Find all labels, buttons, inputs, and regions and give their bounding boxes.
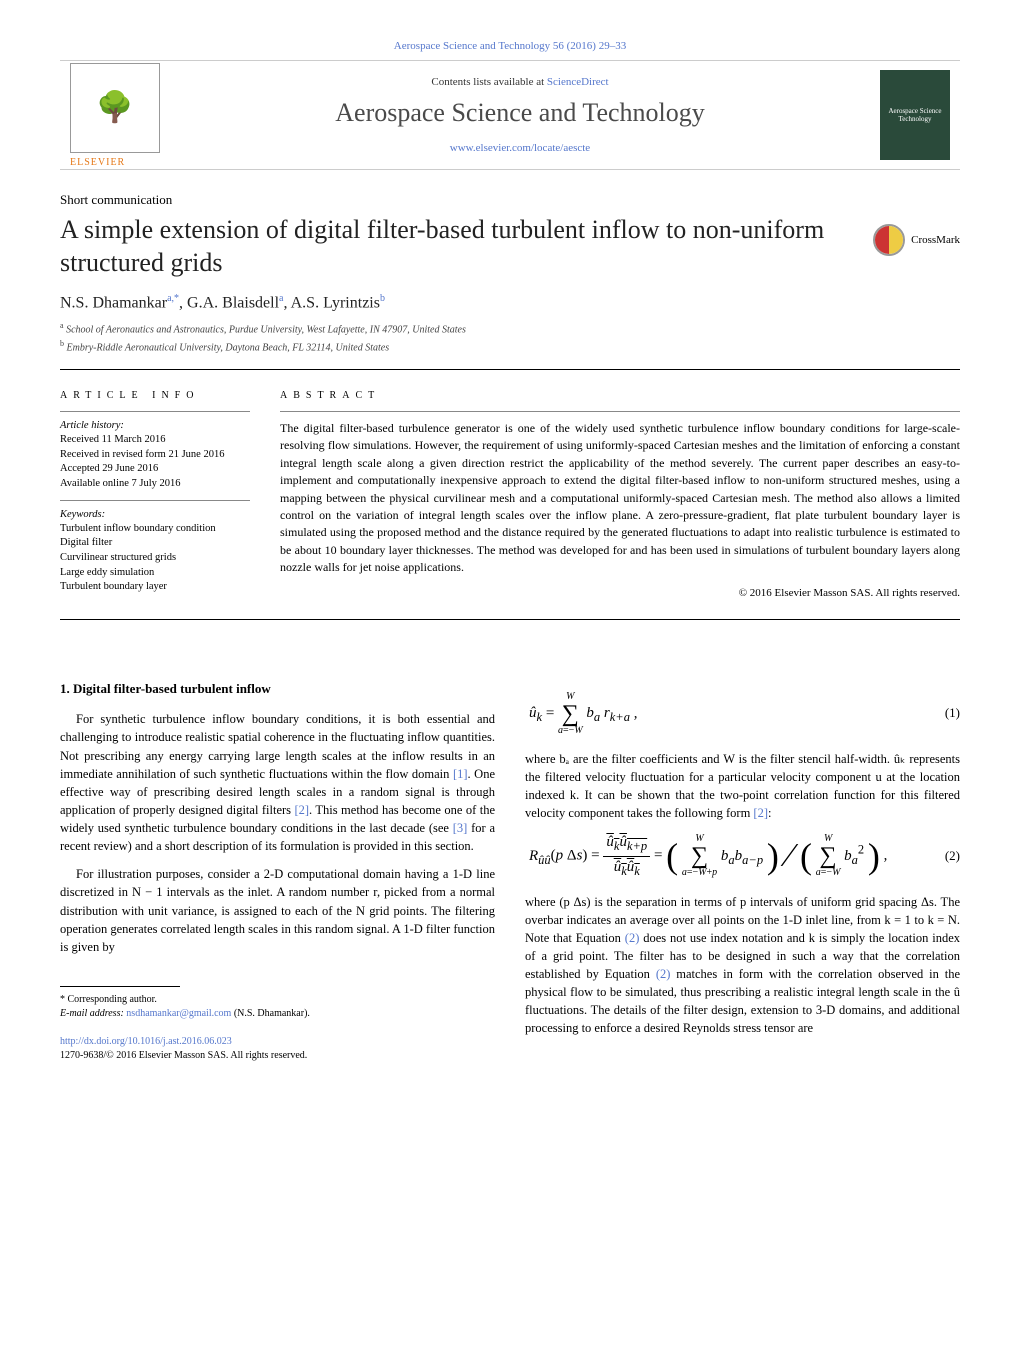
journal-name: Aerospace Science and Technology bbox=[160, 98, 880, 128]
history-online: Available online 7 July 2016 bbox=[60, 477, 250, 492]
aff-a-text: School of Aeronautics and Astronautics, … bbox=[66, 325, 466, 336]
doi-block: http://dx.doi.org/10.1016/j.ast.2016.06.… bbox=[60, 1035, 495, 1063]
page-container: Aerospace Science and Technology 56 (201… bbox=[0, 0, 1020, 1123]
article-info-heading: ARTICLE INFO bbox=[60, 390, 250, 401]
keywords-label: Keywords: bbox=[60, 509, 250, 520]
info-abstract-row: ARTICLE INFO Article history: Received 1… bbox=[60, 390, 960, 620]
keyword-4: Large eddy simulation bbox=[60, 566, 250, 581]
section-label: Short communication bbox=[60, 192, 960, 208]
equation-2: Rûû(p Δs) = ûkûk+p ûkûk = ( W∑a=−W+p bab… bbox=[525, 834, 930, 879]
article-title: A simple extension of digital filter-bas… bbox=[60, 214, 853, 279]
keyword-5: Turbulent boundary layer bbox=[60, 580, 250, 595]
affiliation-b: b Embry-Riddle Aeronautical University, … bbox=[60, 338, 960, 355]
article-info-column: ARTICLE INFO Article history: Received 1… bbox=[60, 390, 280, 599]
equation-1: ûk = W∑a=−W ba rk+a , bbox=[525, 692, 930, 736]
journal-header-bar: 🌳 ELSEVIER Contents lists available at S… bbox=[60, 60, 960, 170]
keyword-1: Turbulent inflow boundary condition bbox=[60, 522, 250, 537]
sciencedirect-link[interactable]: ScienceDirect bbox=[547, 76, 609, 88]
equation-2-row: Rûû(p Δs) = ûkûk+p ûkûk = ( W∑a=−W+p bab… bbox=[525, 834, 960, 879]
header-center: Contents lists available at ScienceDirec… bbox=[160, 76, 880, 154]
contents-line: Contents lists available at ScienceDirec… bbox=[160, 76, 880, 88]
corresponding-author-footnote: * Corresponding author. E-mail address: … bbox=[60, 993, 495, 1021]
journal-cover-thumbnail: Aerospace Science Technology bbox=[880, 70, 950, 160]
history-label: Article history: bbox=[60, 420, 250, 431]
keyword-2: Digital filter bbox=[60, 536, 250, 551]
info-sep-1 bbox=[60, 411, 250, 412]
elsevier-label: ELSEVIER bbox=[70, 157, 160, 168]
equation-1-row: ûk = W∑a=−W ba rk+a , (1) bbox=[525, 692, 960, 736]
keyword-3: Curvilinear structured grids bbox=[60, 551, 250, 566]
doi-link[interactable]: http://dx.doi.org/10.1016/j.ast.2016.06.… bbox=[60, 1036, 232, 1047]
history-revised: Received in revised form 21 June 2016 bbox=[60, 448, 250, 463]
eq-2-link-1[interactable]: (2) bbox=[625, 931, 640, 945]
author-2-sup: a bbox=[279, 293, 283, 304]
journal-url[interactable]: www.elsevier.com/locate/aescte bbox=[160, 142, 880, 154]
history-accepted: Accepted 29 June 2016 bbox=[60, 462, 250, 477]
abstract-sep bbox=[280, 411, 960, 412]
crossmark-text: CrossMark bbox=[911, 234, 960, 246]
ref-1-link[interactable]: [1] bbox=[453, 767, 468, 781]
abstract-copyright: © 2016 Elsevier Masson SAS. All rights r… bbox=[280, 587, 960, 599]
p3b: : bbox=[768, 806, 771, 820]
ref-2b-link[interactable]: [2] bbox=[753, 806, 768, 820]
author-3: A.S. Lyrintzis bbox=[291, 294, 380, 311]
elsevier-tree-icon: 🌳 bbox=[70, 63, 160, 153]
authors-line: N.S. Dhamankara,*, G.A. Blaisdella, A.S.… bbox=[60, 293, 960, 312]
author-2: G.A. Blaisdell bbox=[187, 294, 279, 311]
equation-2-number: (2) bbox=[930, 847, 960, 866]
divider-1 bbox=[60, 369, 960, 370]
ref-2-link[interactable]: [2] bbox=[294, 803, 309, 817]
author-email-link[interactable]: nsdhamankar@gmail.com bbox=[126, 1008, 231, 1019]
email-suffix: (N.S. Dhamankar). bbox=[231, 1008, 310, 1019]
paragraph-3: where bₐ are the filter coefficients and… bbox=[525, 750, 960, 823]
aff-b-sup: b bbox=[60, 339, 64, 348]
abstract-column: ABSTRACT The digital filter-based turbul… bbox=[280, 390, 960, 599]
paragraph-2: For illustration purposes, consider a 2-… bbox=[60, 865, 495, 956]
aff-b-text: Embry-Riddle Aeronautical University, Da… bbox=[67, 342, 390, 353]
abstract-text: The digital filter-based turbulence gene… bbox=[280, 420, 960, 577]
author-1: N.S. Dhamankar bbox=[60, 294, 167, 311]
elsevier-logo-block: 🌳 ELSEVIER bbox=[70, 63, 160, 168]
abstract-heading: ABSTRACT bbox=[280, 390, 960, 401]
affiliation-a: a School of Aeronautics and Astronautics… bbox=[60, 320, 960, 337]
email-label: E-mail address: bbox=[60, 1008, 126, 1019]
eq-2-link-2[interactable]: (2) bbox=[656, 967, 671, 981]
p3a: where bₐ are the filter coefficients and… bbox=[525, 752, 960, 820]
author-3-sup: b bbox=[380, 293, 385, 304]
right-column: ûk = W∑a=−W ba rk+a , (1) where bₐ are t… bbox=[525, 680, 960, 1063]
journal-reference: Aerospace Science and Technology 56 (201… bbox=[60, 40, 960, 52]
issn-copyright: 1270-9638/© 2016 Elsevier Masson SAS. Al… bbox=[60, 1050, 307, 1061]
info-sep-2 bbox=[60, 500, 250, 501]
affiliations: a School of Aeronautics and Astronautics… bbox=[60, 320, 960, 355]
cover-text: Aerospace Science Technology bbox=[884, 107, 946, 123]
paragraph-1: For synthetic turbulence inflow boundary… bbox=[60, 710, 495, 855]
ref-3-link[interactable]: [3] bbox=[453, 821, 468, 835]
crossmark-badge[interactable]: CrossMark bbox=[873, 224, 960, 256]
p1a: For synthetic turbulence inflow boundary… bbox=[60, 712, 495, 780]
history-received: Received 11 March 2016 bbox=[60, 433, 250, 448]
crossmark-icon bbox=[873, 224, 905, 256]
paragraph-4: where (p Δs) is the separation in terms … bbox=[525, 893, 960, 1038]
aff-a-sup: a bbox=[60, 321, 64, 330]
footnote-separator bbox=[60, 986, 180, 987]
title-row: A simple extension of digital filter-bas… bbox=[60, 214, 960, 279]
contents-prefix: Contents lists available at bbox=[431, 76, 546, 88]
author-1-sup: a,* bbox=[167, 293, 179, 304]
equation-1-number: (1) bbox=[930, 704, 960, 723]
corresponding-text: Corresponding author. bbox=[68, 994, 157, 1005]
section-1-heading: 1. Digital filter-based turbulent inflow bbox=[60, 680, 495, 699]
left-column: 1. Digital filter-based turbulent inflow… bbox=[60, 680, 495, 1063]
body-columns: 1. Digital filter-based turbulent inflow… bbox=[60, 680, 960, 1063]
